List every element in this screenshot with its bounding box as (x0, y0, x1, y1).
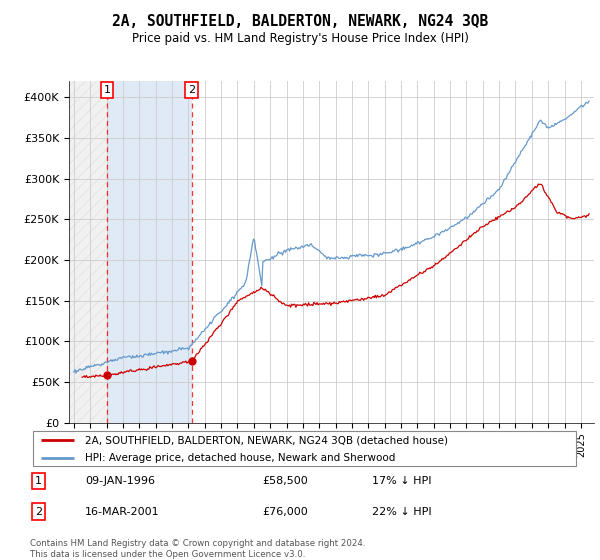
Text: 22% ↓ HPI: 22% ↓ HPI (372, 507, 432, 516)
Text: Contains HM Land Registry data © Crown copyright and database right 2024.
This d: Contains HM Land Registry data © Crown c… (30, 539, 365, 559)
Text: 16-MAR-2001: 16-MAR-2001 (85, 507, 160, 516)
Text: 17% ↓ HPI: 17% ↓ HPI (372, 476, 432, 486)
Text: 2: 2 (188, 85, 196, 95)
Text: £58,500: £58,500 (262, 476, 308, 486)
Text: 2A, SOUTHFIELD, BALDERTON, NEWARK, NG24 3QB (detached house): 2A, SOUTHFIELD, BALDERTON, NEWARK, NG24 … (85, 435, 448, 445)
Text: 1: 1 (104, 85, 110, 95)
Text: 1: 1 (35, 476, 42, 486)
Text: Price paid vs. HM Land Registry's House Price Index (HPI): Price paid vs. HM Land Registry's House … (131, 32, 469, 45)
Text: HPI: Average price, detached house, Newark and Sherwood: HPI: Average price, detached house, Newa… (85, 453, 395, 463)
Bar (69, 81, 107, 423)
FancyBboxPatch shape (33, 431, 577, 466)
Text: 2: 2 (35, 507, 42, 516)
Bar (107, 81, 192, 423)
Text: £76,000: £76,000 (262, 507, 308, 516)
Text: 09-JAN-1996: 09-JAN-1996 (85, 476, 155, 486)
Text: 2A, SOUTHFIELD, BALDERTON, NEWARK, NG24 3QB: 2A, SOUTHFIELD, BALDERTON, NEWARK, NG24 … (112, 14, 488, 29)
